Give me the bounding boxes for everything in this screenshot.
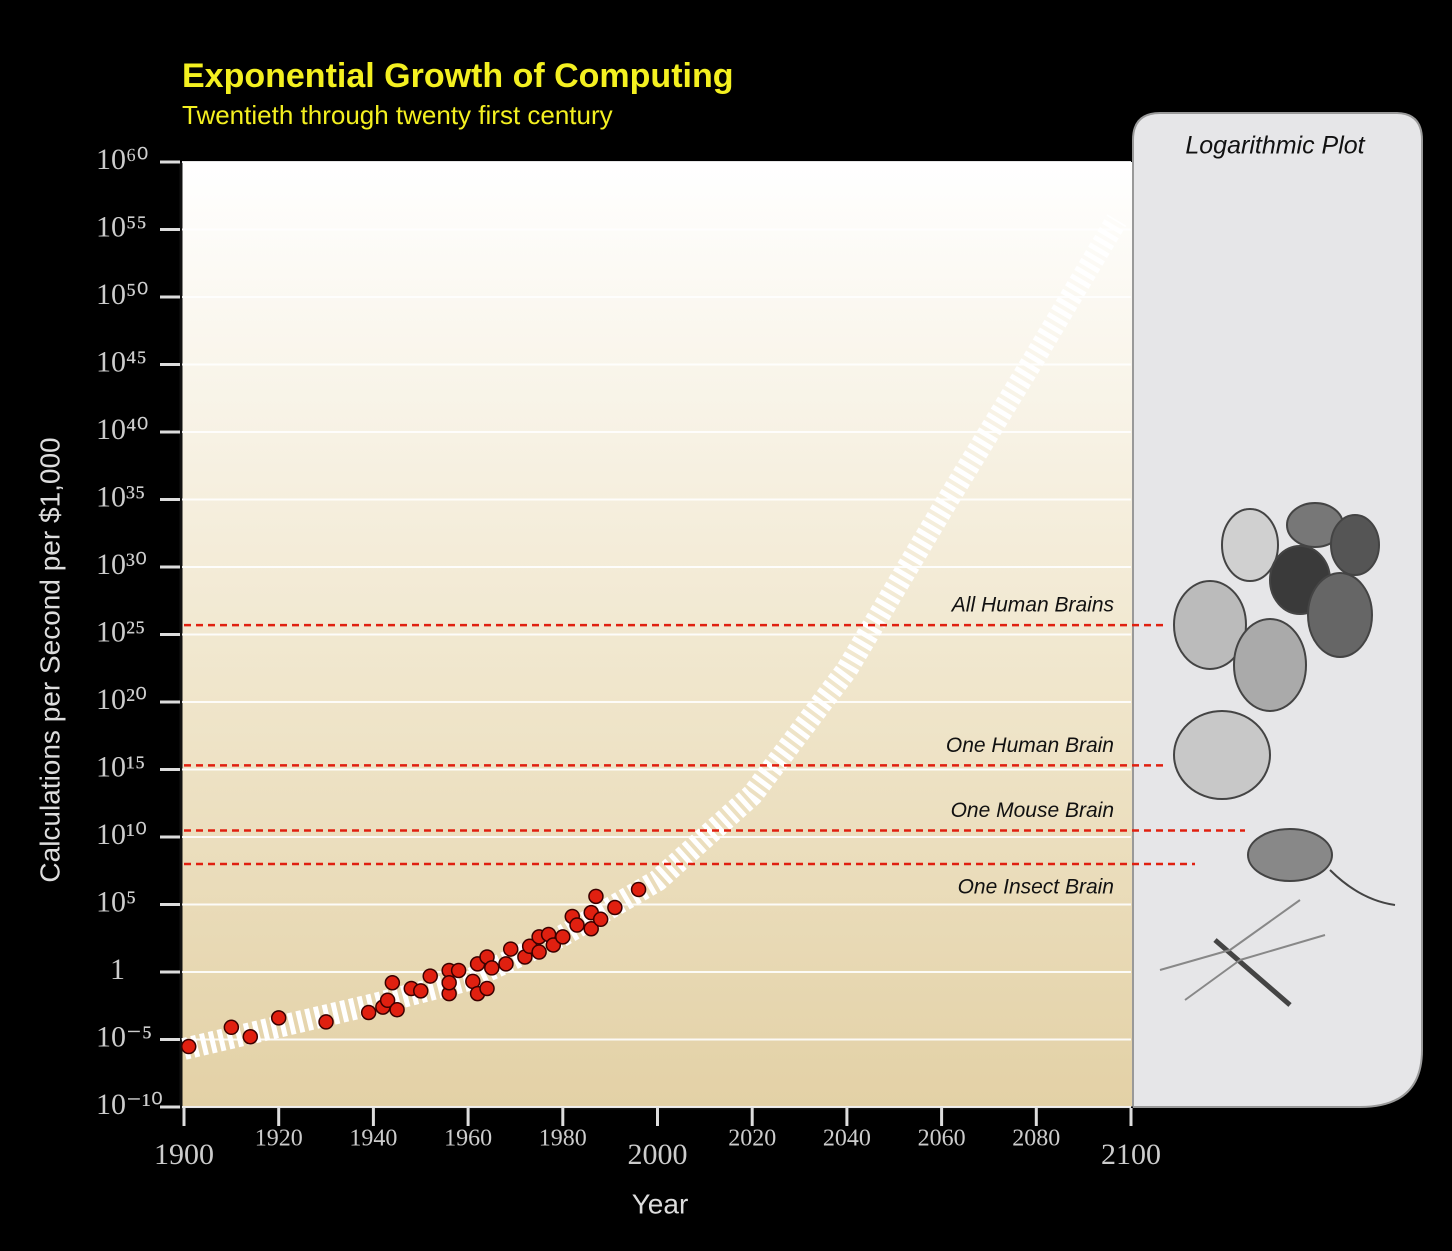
data-point [498, 956, 514, 972]
data-point [422, 968, 438, 984]
chart-title: Exponential Growth of Computing [182, 57, 734, 95]
data-point [569, 917, 585, 933]
data-point [441, 974, 457, 991]
data-point [502, 941, 519, 957]
data-point [484, 960, 500, 976]
brain [1173, 710, 1271, 800]
y-axis-label: Calculations per Second per $1,000 [34, 437, 65, 882]
data-point [384, 974, 401, 991]
x-tick-label: 2100 [1101, 1138, 1161, 1171]
x-tick-label: 1980 [539, 1126, 587, 1152]
data-point [180, 1038, 197, 1055]
x-tick-label: 1940 [349, 1126, 397, 1152]
data-point [360, 1004, 377, 1021]
data-point [583, 920, 599, 937]
data-point [389, 1001, 405, 1018]
x-tick-label: 2060 [918, 1126, 966, 1152]
y-tick-label: 10⁵⁰ [96, 278, 149, 311]
y-tick-label: 10²⁵ [96, 615, 145, 648]
y-tick-label: 10⁻¹⁰ [96, 1088, 163, 1121]
data-point [270, 1010, 287, 1026]
data-point [450, 962, 467, 979]
y-tick-label: 10⁵⁵ [96, 210, 147, 243]
y-tick-label: 10³⁰ [96, 548, 147, 581]
x-tick-label: 2080 [1012, 1126, 1060, 1152]
chart-subtitle: Twentieth through twenty first century [182, 100, 613, 130]
data-point [223, 1019, 240, 1036]
dragonfly-wings [1159, 899, 1326, 1001]
reference-label: All Human Brains [950, 594, 1115, 617]
reference-label: One Insect Brain [958, 876, 1114, 899]
face [1307, 572, 1373, 658]
reference-label: One Mouse Brain [951, 799, 1114, 822]
data-point [413, 983, 429, 999]
data-point [379, 992, 396, 1009]
x-tick-label: 1960 [444, 1126, 492, 1152]
mouse [1247, 828, 1333, 882]
y-tick-label: 10¹⁰ [96, 818, 147, 851]
data-point [588, 888, 604, 905]
face [1233, 618, 1307, 712]
y-tick-label: 1 [110, 953, 125, 986]
side-panel [1132, 112, 1423, 1108]
y-tick-label: 10²⁰ [96, 683, 147, 716]
data-point [630, 881, 647, 898]
x-tick-label: 1920 [255, 1126, 303, 1152]
data-point [531, 944, 547, 960]
face [1173, 580, 1247, 670]
x-tick-label: 2000 [628, 1138, 688, 1171]
y-tick-label: 10⁵ [96, 885, 136, 918]
y-tick-label: 10³⁵ [96, 480, 145, 513]
face [1221, 508, 1279, 582]
y-tick-label: 10¹⁵ [96, 750, 145, 783]
reference-label: One Human Brain [946, 734, 1114, 757]
data-point [555, 929, 571, 945]
y-tick-label: 10⁴⁵ [96, 345, 147, 378]
x-tick-label: 2020 [728, 1126, 776, 1152]
data-point [592, 911, 609, 928]
x-tick-label: 1900 [154, 1138, 214, 1171]
panel-illustrations [1159, 502, 1396, 1007]
y-tick-label: 10⁶⁰ [96, 143, 149, 176]
panel-label: Logarithmic Plot [1185, 132, 1365, 160]
x-axis-label: Year [632, 1188, 689, 1219]
y-tick-label: 10⁻⁵ [96, 1020, 152, 1053]
data-point [607, 899, 623, 916]
y-tick-label: 10⁴⁰ [96, 413, 149, 446]
data-point [479, 980, 495, 997]
face [1330, 514, 1380, 576]
data-point [318, 1014, 334, 1030]
data-point [242, 1028, 259, 1045]
mouse-tail [1329, 869, 1396, 906]
x-tick-label: 2040 [823, 1126, 871, 1152]
